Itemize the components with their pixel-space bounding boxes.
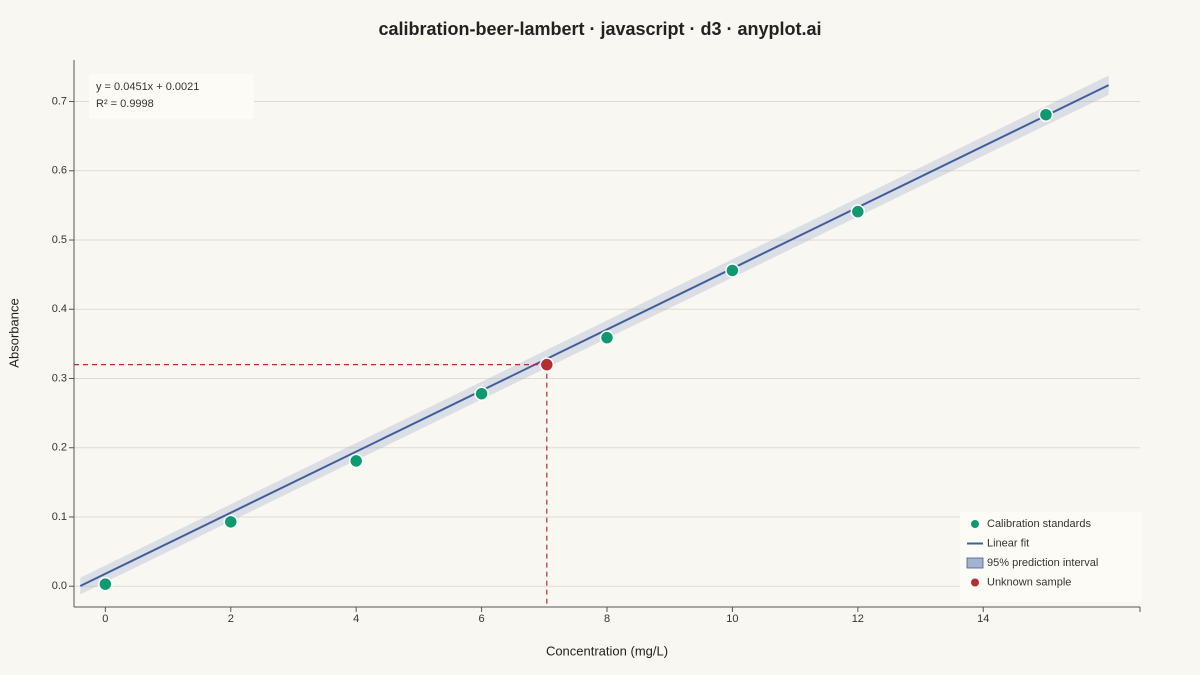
x-tick-label: 10: [726, 613, 738, 625]
x-tick-label: 4: [353, 613, 359, 625]
legend-label: Unknown sample: [987, 576, 1071, 588]
x-tick-label: 14: [977, 613, 989, 625]
x-tick-label: 8: [604, 613, 610, 625]
y-tick-label: 0.5: [52, 234, 67, 246]
y-tick-label: 0.2: [52, 442, 67, 454]
data-point: [850, 204, 866, 219]
legend-box: [960, 512, 1142, 602]
annotation-box: [89, 74, 254, 119]
y-tick-label: 0.1: [52, 511, 67, 523]
legend-marker: [966, 557, 984, 569]
y-tick-label: 0.7: [52, 95, 67, 107]
legend-marker: [971, 520, 979, 528]
x-tick-label: 0: [102, 613, 108, 625]
y-tick-label: 0.6: [52, 165, 67, 177]
legend-label: Linear fit: [987, 537, 1029, 549]
fit-line: [79, 84, 1110, 587]
data-point: [348, 453, 364, 469]
data-point: [1038, 107, 1054, 122]
chart-title: calibration-beer-lambert · javascript · …: [378, 19, 821, 39]
y-tick-label: 0.3: [52, 372, 67, 384]
data-point: [725, 263, 740, 278]
legend-label: Calibration standards: [987, 518, 1091, 530]
annotation-text: y = 0.0451x + 0.0021: [96, 81, 199, 93]
data-point: [599, 330, 615, 345]
data-point: [98, 576, 113, 592]
y-tick-label: 0.0: [52, 580, 67, 592]
unknown-point: [539, 357, 555, 372]
data-point: [474, 386, 489, 401]
x-axis-title: Concentration (mg/L): [546, 643, 668, 658]
legend-marker: [971, 578, 979, 587]
y-tick-label: 0.4: [52, 303, 67, 315]
annotation-text: R² = 0.9998: [96, 98, 154, 110]
y-axis-title: Absorbance: [6, 298, 21, 367]
x-tick-label: 2: [228, 613, 234, 625]
data-point: [223, 514, 239, 530]
legend-label: 95% prediction interval: [987, 557, 1098, 569]
x-tick-label: 6: [479, 613, 485, 625]
x-tick-label: 12: [852, 613, 864, 625]
